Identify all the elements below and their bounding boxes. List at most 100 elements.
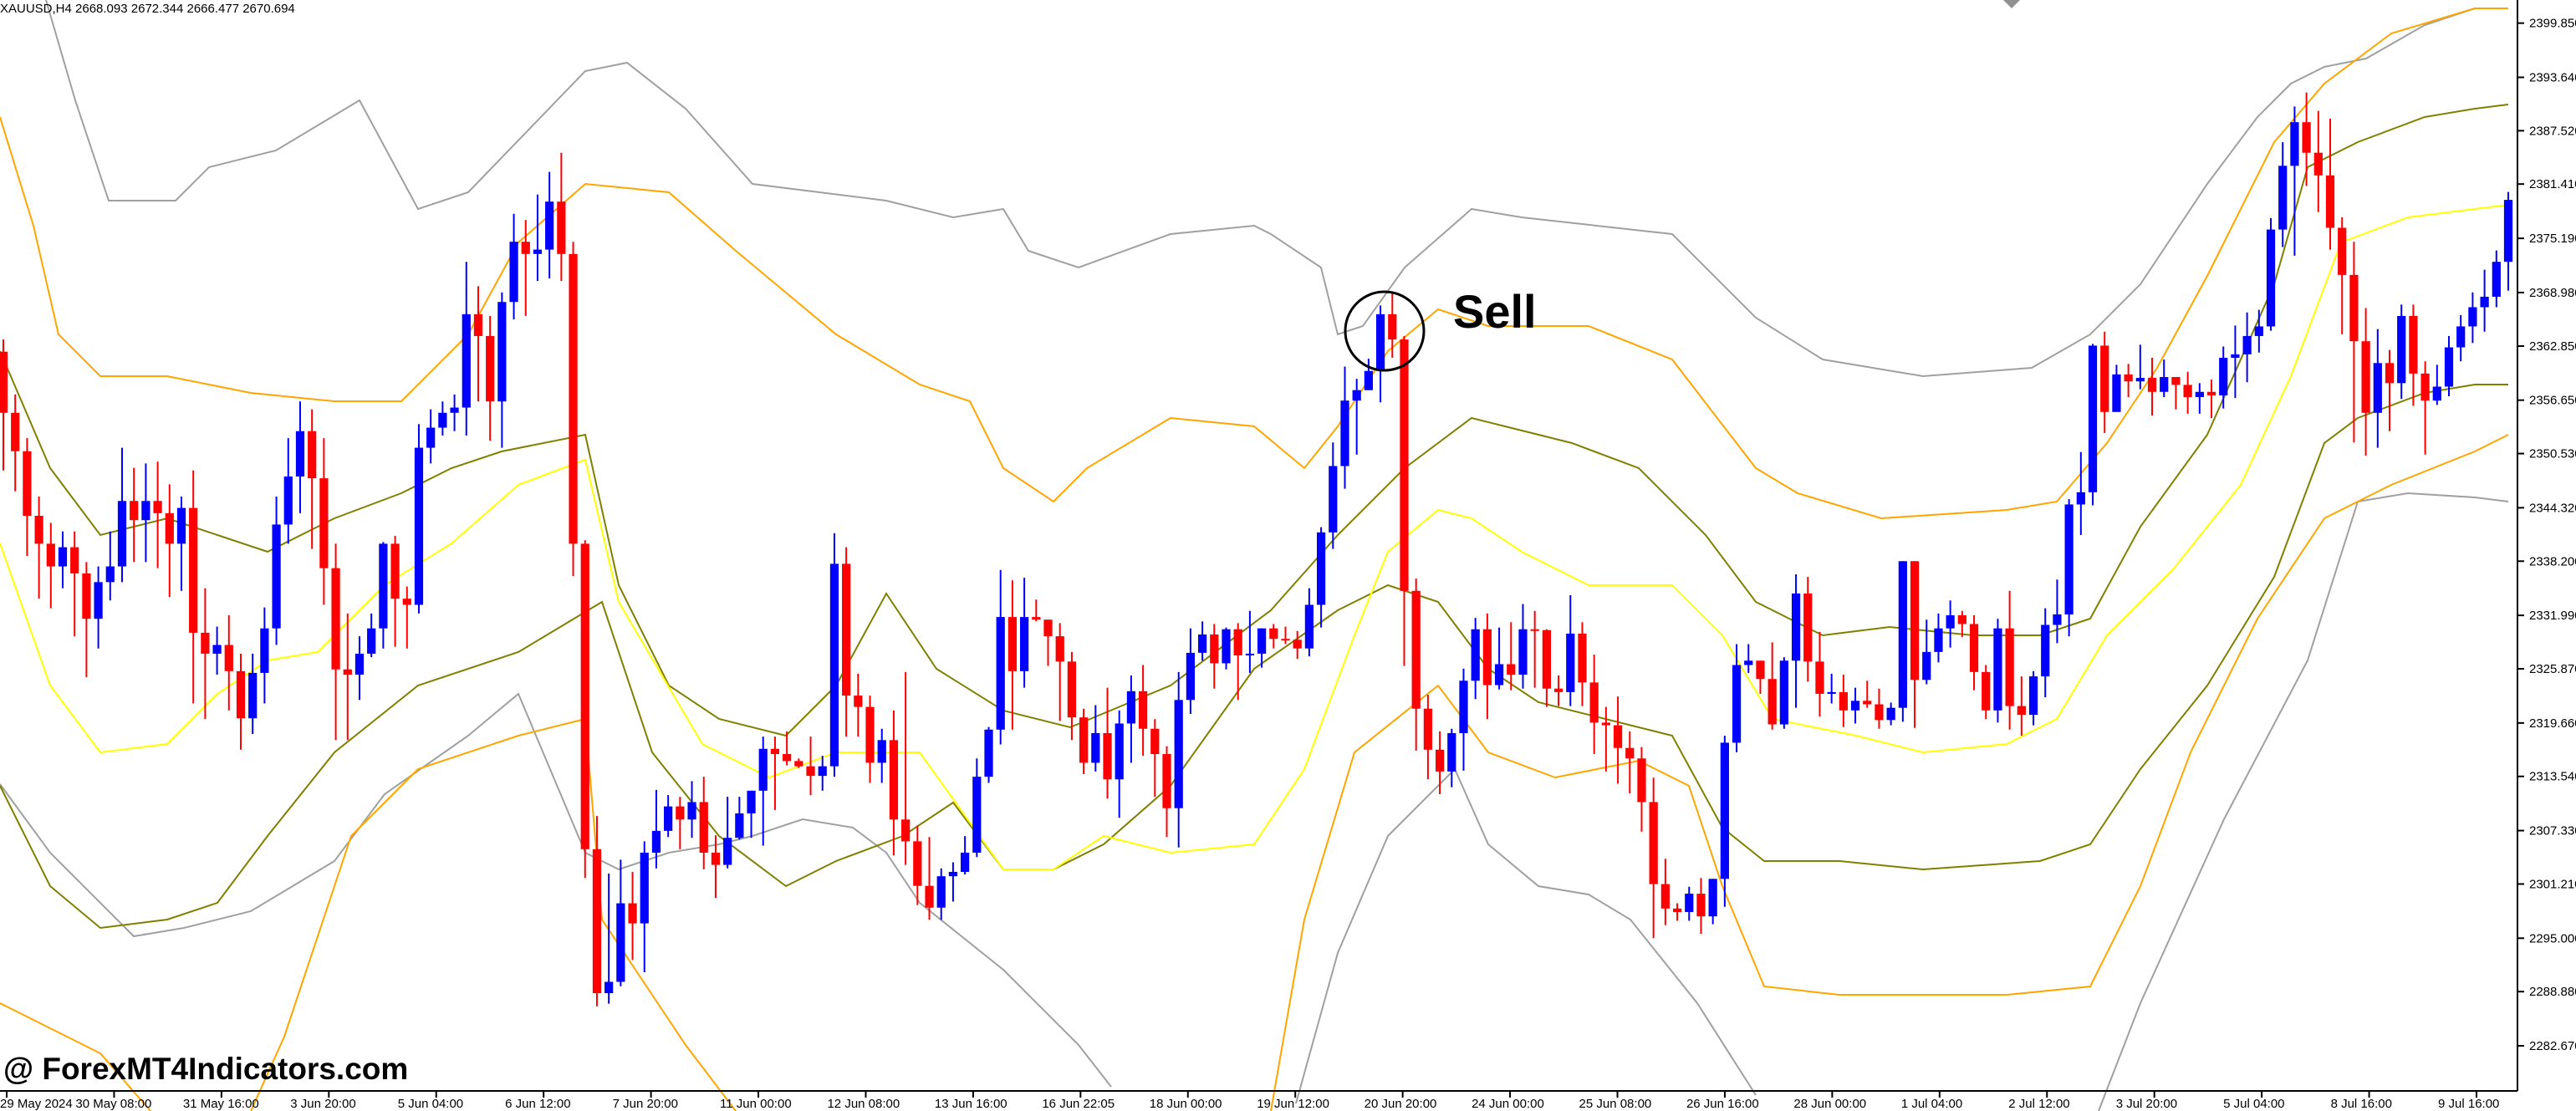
candle-body-bear — [2409, 315, 2418, 374]
candle-body-bull — [1304, 604, 1314, 649]
candle — [1507, 622, 1516, 691]
candle-body-bear — [1055, 636, 1064, 662]
candle — [545, 171, 554, 279]
candle-body-bull — [961, 852, 970, 872]
candle-body-bull — [996, 617, 1005, 730]
candle — [2420, 361, 2430, 455]
candle — [1708, 879, 1717, 925]
candle — [1138, 665, 1148, 757]
price-tick-label: 2362.850 — [2529, 339, 2576, 354]
candle — [1660, 859, 1670, 925]
middle-band — [0, 204, 2509, 870]
candle-body-bull — [1115, 723, 1124, 780]
candle — [1032, 599, 1041, 622]
candle-body-bull — [2266, 229, 2276, 327]
candle-body-bull — [1518, 629, 1528, 675]
candle-body-bear — [901, 819, 911, 842]
candle-body-bear — [1696, 894, 1706, 917]
candle-body-bull — [2290, 122, 2299, 166]
candle-body-bull — [640, 852, 649, 924]
candle-body-bull — [2480, 296, 2489, 308]
time-tick-label: 18 Jun 00:00 — [1150, 1097, 1222, 1111]
candle-body-bull — [367, 628, 376, 654]
candle-body-bear — [1756, 660, 1765, 680]
time-tick-label: 3 Jul 20:00 — [2116, 1097, 2177, 1111]
candle-body-bear — [331, 568, 340, 670]
price-tick-label: 2399.850 — [2529, 17, 2576, 31]
candle — [557, 152, 566, 282]
candle-body-bull — [272, 524, 281, 629]
time-tick-label: 30 May 08:00 — [75, 1097, 151, 1111]
candle-body-bear — [1578, 633, 1587, 683]
candle — [854, 673, 863, 737]
candle — [1388, 293, 1397, 359]
chart-shift-marker-icon[interactable] — [2003, 0, 2020, 8]
watermark: @ ForexMT4Indicators.com — [3, 1052, 409, 1086]
candle — [972, 758, 982, 858]
candle — [758, 736, 768, 846]
candle-body-bear — [794, 761, 803, 767]
price-tick-label: 2381.410 — [2529, 177, 2576, 191]
candle-body-bear — [2171, 377, 2181, 385]
candle-body-bull — [1340, 400, 1349, 466]
candle — [2397, 304, 2406, 400]
candle — [141, 463, 150, 563]
candle — [1850, 687, 1860, 724]
candle-body-bear — [2325, 175, 2335, 228]
candle-body-bear — [2313, 152, 2323, 176]
price-tick-label: 2301.210 — [2529, 877, 2576, 891]
candle — [2290, 106, 2299, 256]
candle — [865, 696, 875, 783]
candle-body-bull — [1197, 634, 1207, 653]
candle — [23, 438, 32, 557]
candle — [2432, 364, 2441, 405]
candle-body-bear — [473, 313, 483, 336]
candle-body-bear — [1435, 749, 1445, 772]
candle — [676, 797, 685, 849]
candle-body-bear — [2361, 341, 2370, 413]
candle-body-bear — [1839, 691, 1848, 711]
lower-band-outermost — [0, 692, 1112, 1088]
candle-body-bear — [1553, 688, 1563, 692]
candle — [1494, 627, 1504, 690]
candle-body-bear — [402, 599, 411, 605]
candle — [105, 531, 115, 601]
candle — [640, 841, 649, 973]
price-tick-label: 2344.320 — [2529, 501, 2576, 515]
candle-body-bear — [34, 516, 43, 544]
candle-body-bear — [224, 645, 233, 671]
candle — [402, 586, 411, 649]
time-tick-label: 13 Jun 16:00 — [935, 1097, 1007, 1111]
candle — [438, 401, 447, 436]
candle — [1079, 708, 1089, 775]
candle — [806, 736, 815, 796]
candle — [1530, 610, 1539, 688]
price-tick-label: 2356.650 — [2529, 394, 2576, 408]
candle-body-bear — [165, 512, 174, 544]
candle-body-bear — [1269, 628, 1278, 640]
candle — [2313, 110, 2323, 212]
candle-body-bull — [2397, 315, 2406, 384]
candle — [2373, 329, 2382, 448]
candle-body-bear — [2338, 227, 2347, 275]
candle — [687, 781, 696, 838]
candle-body-bull — [2028, 676, 2038, 716]
price-tick-label: 2375.190 — [2529, 232, 2576, 246]
candle-body-bear — [82, 573, 91, 619]
candle-body-bull — [936, 876, 946, 908]
candle-body-bull — [260, 628, 269, 673]
candle-body-bull — [1257, 628, 1267, 654]
candle — [2325, 118, 2335, 250]
candle — [1043, 619, 1053, 666]
candle-body-bull — [2053, 614, 2062, 625]
candle-body-bull — [355, 653, 365, 675]
candle — [1863, 680, 1872, 708]
candle — [616, 859, 625, 986]
candle-body-bull — [1732, 665, 1742, 743]
candle-body-bull — [651, 830, 661, 853]
candle — [1459, 668, 1468, 771]
candle-body-bull — [1566, 633, 1575, 692]
candle-body-bear — [2183, 385, 2192, 398]
candle — [1222, 627, 1231, 670]
